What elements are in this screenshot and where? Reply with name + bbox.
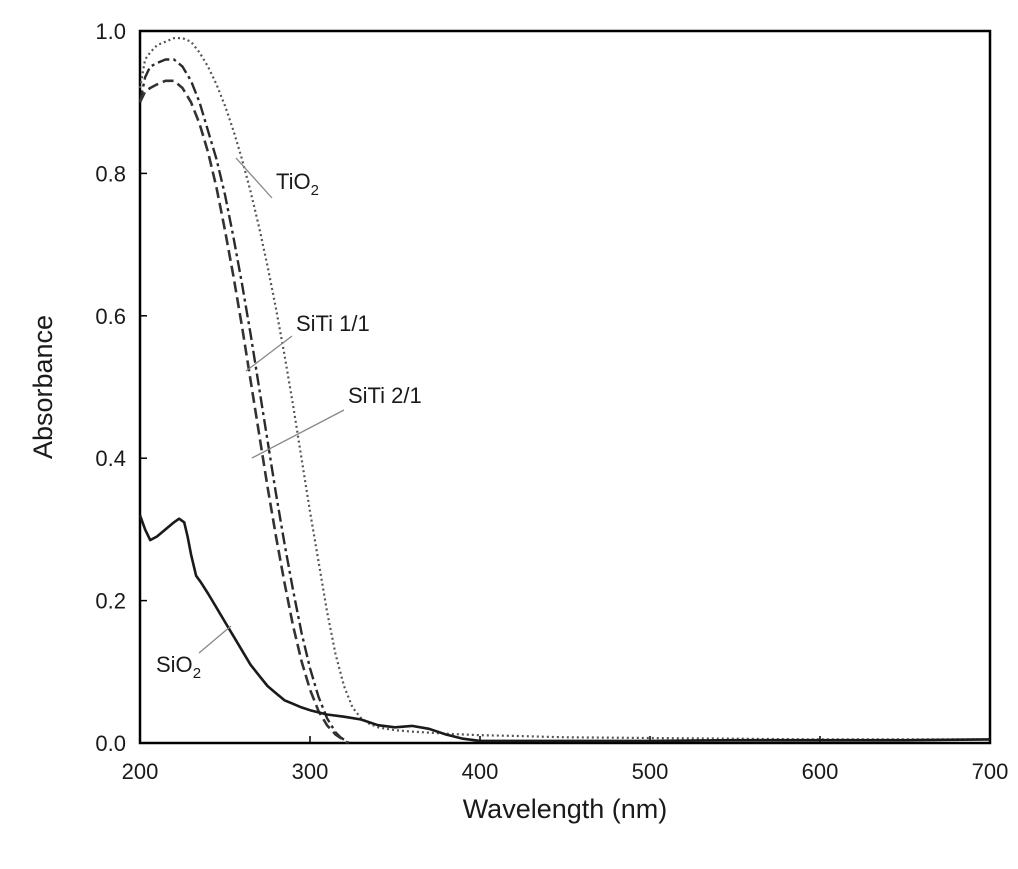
x-tick-label: 300 — [292, 759, 329, 784]
x-tick-label: 400 — [462, 759, 499, 784]
series-lines — [138, 37, 991, 745]
siti-1-1-label: SiTi 1/1 — [296, 311, 370, 336]
siti-1-1-leader-line — [245, 335, 293, 372]
tio2-label: TiO2 — [276, 169, 319, 199]
x-tick-label: 200 — [122, 759, 159, 784]
x-axis-title: Wavelength (nm) — [463, 794, 668, 824]
siti-2-1-leader-line — [251, 409, 345, 459]
tio2-series-line — [138, 37, 990, 741]
label-leaders — [198, 157, 345, 654]
y-axis-title: Absorbance — [28, 315, 58, 459]
axis-ticks: 200 300 400 500 600 700 0.0 0.2 0.4 0.6 0.8 1.0 — [95, 19, 1008, 784]
sio2-series-line — [138, 514, 991, 743]
tio2-leader-line — [235, 157, 273, 199]
y-tick-label: 0.6 — [95, 304, 126, 329]
series-label-main: TiO — [276, 169, 311, 194]
sio2-label: SiO2 — [156, 652, 201, 682]
plot-frame — [138, 29, 992, 745]
y-tick-label: 0.2 — [95, 589, 126, 614]
y-tick-label: 0.8 — [95, 161, 126, 186]
y-tick-label: 0.0 — [95, 731, 126, 756]
series-label-subscript: 2 — [311, 182, 319, 199]
y-tick-label: 0.4 — [95, 446, 126, 471]
siti-2-1-label: SiTi 2/1 — [348, 383, 422, 408]
siti-2-1-series-line — [138, 79, 349, 745]
series-label-subscript: 2 — [193, 665, 201, 682]
series-label-main: SiO — [156, 652, 193, 677]
y-tick-label: 1.0 — [95, 19, 126, 44]
x-tick-label: 700 — [972, 759, 1009, 784]
x-tick-label: 500 — [632, 759, 669, 784]
siti-1-1-series-line — [138, 58, 350, 745]
sio2-leader-line — [198, 625, 232, 654]
x-tick-label: 600 — [802, 759, 839, 784]
